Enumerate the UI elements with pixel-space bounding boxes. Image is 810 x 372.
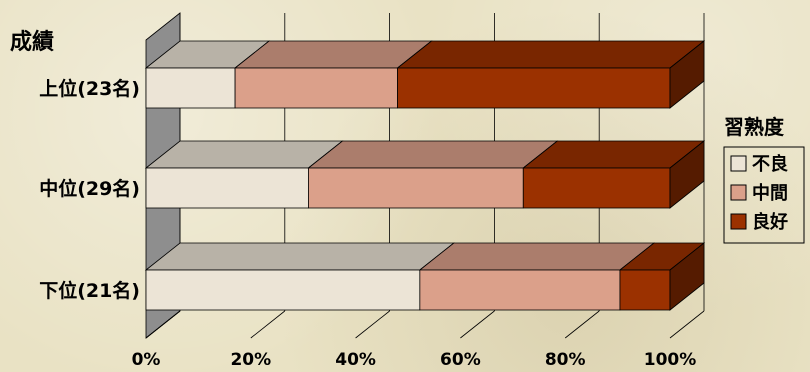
bar-segment [145,167,309,209]
bar-segment-top [396,40,706,69]
x-tick-label: 40% [335,350,376,370]
category-label: 上位(23名) [39,77,140,100]
x-tick-label: 20% [230,350,271,370]
legend-swatch [730,213,747,230]
x-tick-label: 60% [440,350,481,370]
legend-label: 不良 [752,153,788,175]
gridline-category [145,310,181,339]
legend-box [723,146,805,244]
bar-segment [619,269,671,311]
bar-segment-top [144,242,455,271]
gridline-floor [669,310,705,339]
x-tick-label: 0% [132,350,161,370]
legend-title: 習熟度 [724,115,785,139]
bar-segment [145,67,236,109]
bars [144,40,706,311]
legend-label: 中間 [752,182,788,204]
bar-group [144,140,706,209]
gridline-floor [355,310,390,339]
bar-group [144,242,706,311]
legend-swatch [730,184,747,201]
bar-segment [145,269,421,311]
gridline-floor [460,310,495,339]
category-labels: 上位(23名) 中位(29名) 下位(21名) [39,77,140,302]
bar-segment-top [307,140,559,169]
legend-label: 良好 [752,211,788,233]
bar-segment [522,167,671,209]
bar-segment [234,67,398,109]
x-tick-labels: 0% 20% 40% 60% 80% 100% [132,350,697,370]
category-label: 中位(29名) [39,177,140,200]
chart-title: 成績 [10,29,54,55]
bar-segment-top [418,242,656,271]
legend-swatch [730,155,747,172]
bar-group [144,40,706,109]
gridline-floor [250,310,286,339]
bar-segment-side [669,140,705,209]
gridline-floor [564,310,600,339]
x-tick-label: 100% [644,350,697,370]
category-label: 下位(21名) [39,279,140,302]
bar-segment [419,269,621,311]
bar-segment [308,167,524,209]
bar-segment [397,67,671,109]
bar-segment-side [669,242,705,311]
x-tick-label: 80% [545,350,586,370]
bar-segment-side [669,40,705,109]
